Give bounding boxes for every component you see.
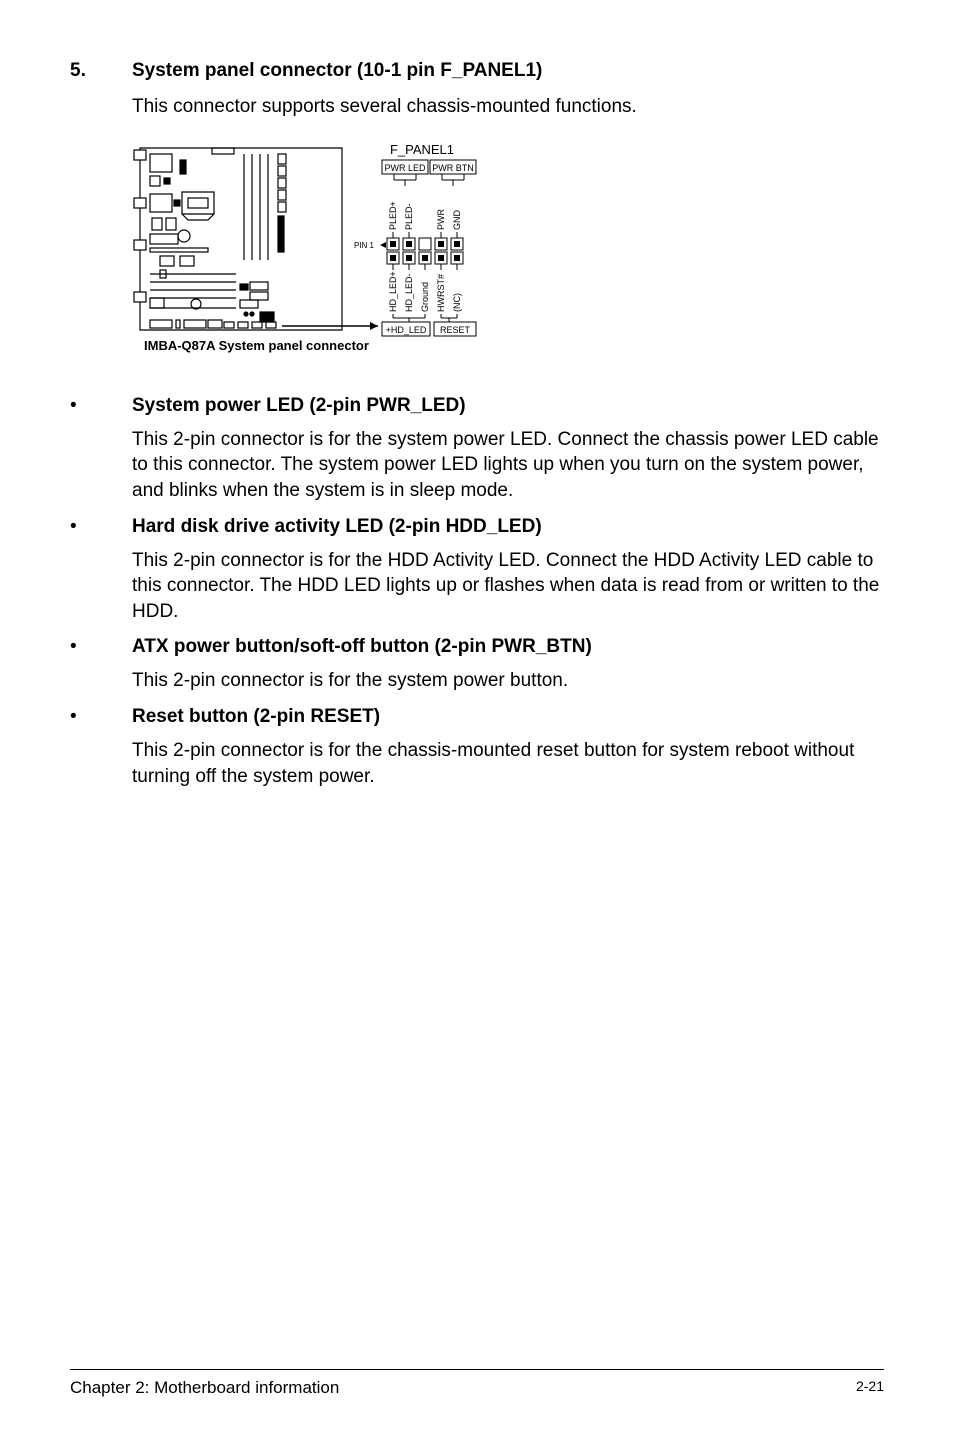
- bullet-title: Reset button (2-pin RESET): [132, 706, 380, 728]
- pin-label: (NC): [452, 293, 462, 312]
- bullet-title: System power LED (2-pin PWR_LED): [132, 395, 466, 417]
- bullet-text: This 2-pin connector is for the system p…: [132, 427, 884, 504]
- page-footer: Chapter 2: Motherboard information 2-21: [70, 1369, 884, 1398]
- pwr-led-label: PWR LED: [384, 163, 426, 173]
- bullet-marker: •: [70, 516, 132, 538]
- bullet-text: This 2-pin connector is for the HDD Acti…: [132, 548, 884, 625]
- reset-box: RESET: [440, 325, 471, 335]
- section-title: System panel connector (10-1 pin F_PANEL…: [132, 60, 542, 82]
- bullet-heading: •ATX power button/soft-off button (2-pin…: [70, 636, 884, 658]
- pin-label: GND: [452, 209, 462, 230]
- diagram-header: F_PANEL1: [390, 142, 454, 157]
- bullet-marker: •: [70, 636, 132, 658]
- footer-page-number: 2-21: [856, 1378, 884, 1398]
- bullet-marker: •: [70, 706, 132, 728]
- pin-label: HWRST#: [436, 274, 446, 312]
- pin-label: PLED+: [388, 201, 398, 230]
- section-heading: 5. System panel connector (10-1 pin F_PA…: [70, 60, 884, 82]
- footer-chapter: Chapter 2: Motherboard information: [70, 1378, 339, 1398]
- diagram-svg: F_PANEL1 PWR LED PWR BTN PLED+ PLED- PWR…: [132, 140, 492, 370]
- bullet-text: This 2-pin connector is for the system p…: [132, 668, 884, 694]
- section-text: This connector supports several chassis-…: [132, 94, 884, 120]
- bullet-list: •System power LED (2-pin PWR_LED)This 2-…: [70, 395, 884, 790]
- section-number: 5.: [70, 60, 132, 82]
- pin-label: HD_LED-: [404, 273, 414, 312]
- pin-label: PLED-: [404, 203, 414, 230]
- bullet-heading: •Hard disk drive activity LED (2-pin HDD…: [70, 516, 884, 538]
- pin-label: HD_LED+: [388, 271, 398, 312]
- bullet-heading: •System power LED (2-pin PWR_LED): [70, 395, 884, 417]
- bullet-marker: •: [70, 395, 132, 417]
- connector-diagram: F_PANEL1 PWR LED PWR BTN PLED+ PLED- PWR…: [132, 140, 884, 375]
- bullet-title: Hard disk drive activity LED (2-pin HDD_…: [132, 516, 542, 538]
- bullet-text: This 2-pin connector is for the chassis-…: [132, 738, 884, 789]
- pwr-btn-label: PWR BTN: [432, 163, 474, 173]
- pin1-label: PIN 1: [354, 241, 375, 250]
- pin-label: Ground: [420, 282, 430, 312]
- pin-label: PWR: [436, 208, 446, 229]
- diagram-caption: IMBA-Q87A System panel connector: [144, 338, 369, 353]
- bullet-title: ATX power button/soft-off button (2-pin …: [132, 636, 592, 658]
- bullet-heading: •Reset button (2-pin RESET): [70, 706, 884, 728]
- hd-led-box: +HD_LED: [386, 325, 427, 335]
